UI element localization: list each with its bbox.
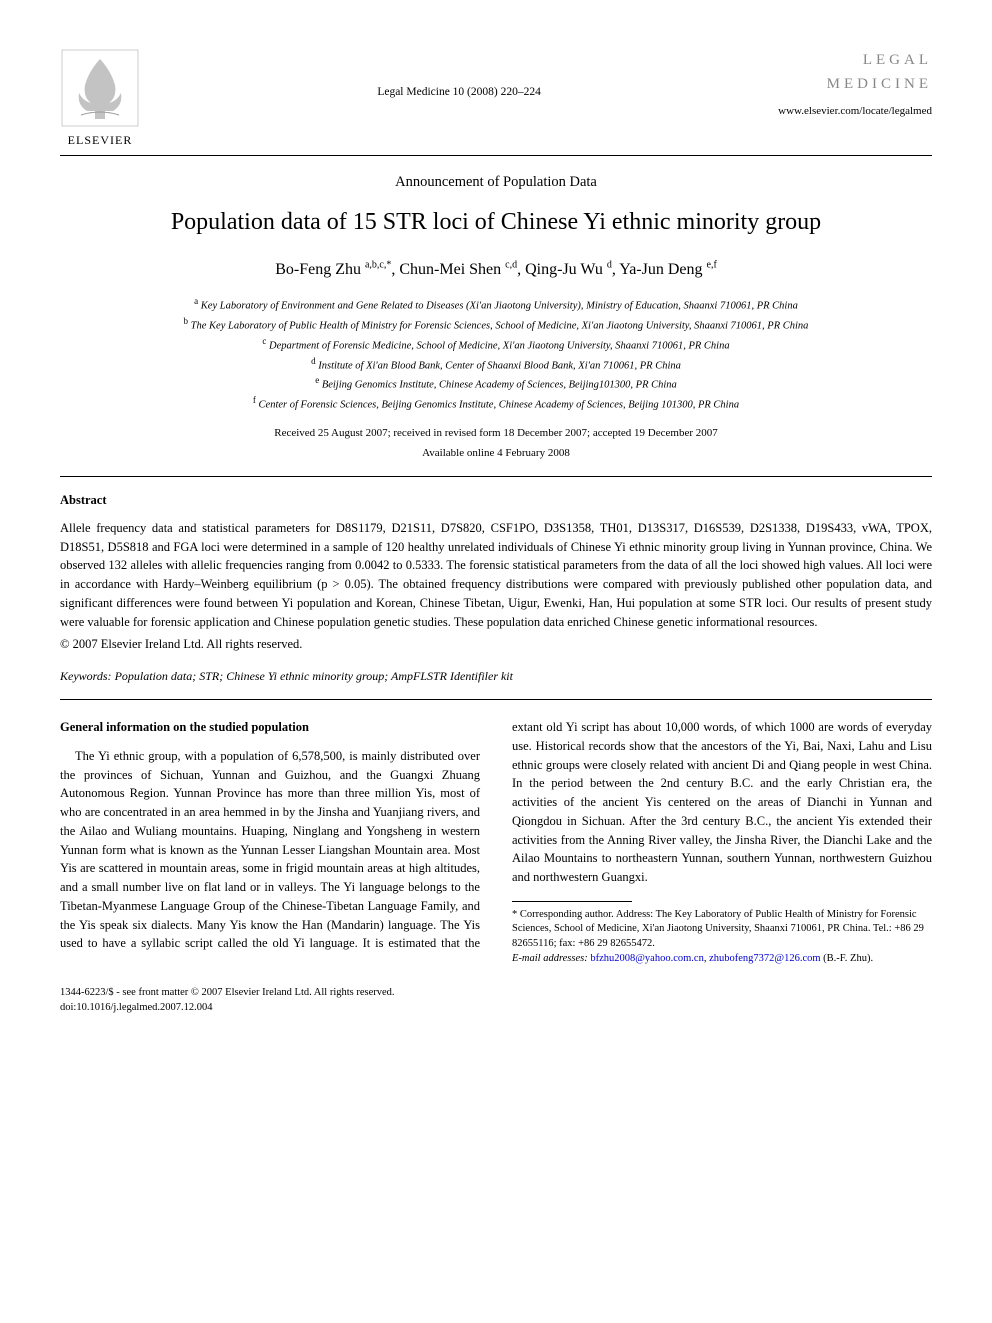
- journal-logo-line1: LEGAL: [778, 48, 932, 72]
- email-link-2[interactable]: zhubofeng7372@126.com: [709, 953, 820, 964]
- rule-above-abstract: [60, 476, 932, 477]
- publisher-logo-block: ELSEVIER: [60, 48, 140, 149]
- affiliation-line: f Center of Forensic Sciences, Beijing G…: [60, 394, 932, 414]
- keywords-line: Keywords: Population data; STR; Chinese …: [60, 668, 932, 685]
- body-two-column: General information on the studied popul…: [60, 718, 932, 967]
- email-footnote: E-mail addresses: bfzhu2008@yahoo.com.cn…: [512, 952, 932, 967]
- page-header: ELSEVIER Legal Medicine 10 (2008) 220–22…: [60, 48, 932, 149]
- affiliation-line: d Institute of Xi'an Blood Bank, Center …: [60, 355, 932, 375]
- affiliation-line: c Department of Forensic Medicine, Schoo…: [60, 335, 932, 355]
- journal-url: www.elsevier.com/locate/legalmed: [778, 104, 932, 120]
- article-title: Population data of 15 STR loci of Chines…: [60, 205, 932, 240]
- affiliation-line: b The Key Laboratory of Public Health of…: [60, 315, 932, 335]
- received-dates: Received 25 August 2007; received in rev…: [60, 426, 932, 442]
- abstract-text: Allele frequency data and statistical pa…: [60, 519, 932, 632]
- journal-reference: Legal Medicine 10 (2008) 220–224: [140, 48, 778, 101]
- journal-logo-block: LEGAL MEDICINE www.elsevier.com/locate/l…: [778, 48, 932, 120]
- doi-line: doi:10.1016/j.legalmed.2007.12.004: [60, 1000, 395, 1015]
- rule-top: [60, 155, 932, 156]
- journal-logo-line2: MEDICINE: [778, 72, 932, 96]
- footnote-separator: [512, 901, 632, 902]
- keywords-label: Keywords:: [60, 669, 112, 683]
- rule-below-keywords: [60, 699, 932, 700]
- affiliations-block: a Key Laboratory of Environment and Gene…: [60, 295, 932, 414]
- footnotes-block: * Corresponding author. Address: The Key…: [512, 908, 932, 967]
- keywords-text: Population data; STR; Chinese Yi ethnic …: [115, 669, 513, 683]
- elsevier-tree-icon: [60, 48, 140, 128]
- publisher-label: ELSEVIER: [68, 132, 133, 149]
- available-online-date: Available online 4 February 2008: [60, 446, 932, 462]
- abstract-copyright: © 2007 Elsevier Ireland Ltd. All rights …: [60, 635, 932, 653]
- email-label: E-mail addresses:: [512, 953, 588, 964]
- footer-left: 1344-6223/$ - see front matter © 2007 El…: [60, 985, 395, 1015]
- footer-block: 1344-6223/$ - see front matter © 2007 El…: [60, 985, 932, 1015]
- body-section-heading: General information on the studied popul…: [60, 718, 480, 737]
- issn-line: 1344-6223/$ - see front matter © 2007 El…: [60, 985, 395, 1000]
- abstract-heading: Abstract: [60, 491, 932, 509]
- email-tail: (B.-F. Zhu).: [821, 953, 874, 964]
- corresponding-author-footnote: * Corresponding author. Address: The Key…: [512, 908, 932, 952]
- affiliation-line: a Key Laboratory of Environment and Gene…: [60, 295, 932, 315]
- affiliation-line: e Beijing Genomics Institute, Chinese Ac…: [60, 374, 932, 394]
- email-link-1[interactable]: bfzhu2008@yahoo.com.cn: [590, 953, 703, 964]
- authors-line: Bo-Feng Zhu a,b,c,*, Chun-Mei Shen c,d, …: [60, 258, 932, 281]
- article-type: Announcement of Population Data: [60, 172, 932, 193]
